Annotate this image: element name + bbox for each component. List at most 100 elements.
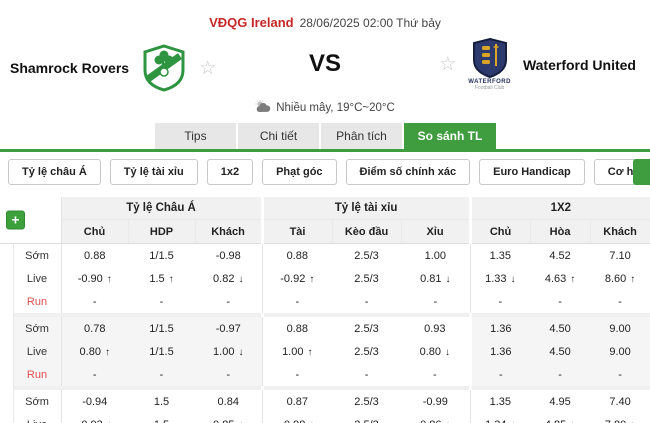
spacer-cell (0, 390, 14, 413)
spacer-cell (0, 386, 14, 390)
spacer-cell (0, 340, 14, 363)
odds-cell: 2.5/3 (332, 244, 401, 268)
tab-tips[interactable]: Tips (155, 123, 236, 149)
odds-cell: 4.50 (530, 340, 591, 363)
odds-value: 1/1.5 (149, 322, 174, 335)
trend-up-icon: ↑ (309, 273, 315, 285)
odds-value: - (558, 295, 562, 308)
filter-ty-le-tai-xiu[interactable]: Tỷ lệ tài xỉu (109, 159, 198, 185)
home-team-name: Shamrock Rovers (10, 60, 130, 76)
odds-cell: 9.00 (590, 340, 650, 363)
odds-row: Sớm 0.88 1/1.5 -0.98 0.88 2.5/3 1.00 1.35 4.52 7.… (0, 243, 650, 268)
row-label: Sớm (13, 317, 62, 340)
odds-group-header: Tỷ lệ Châu Á (61, 197, 263, 220)
filter-1x2[interactable]: 1x2 (206, 159, 254, 185)
cloudy-weather-icon (255, 99, 271, 112)
league-name: VĐQG Ireland (209, 15, 294, 30)
odds-value: 1.35 (489, 395, 511, 408)
spacer-cell (0, 243, 14, 267)
odds-cell: 4.50 (530, 317, 591, 340)
odds-value: 0.84 (217, 395, 239, 408)
odds-cell: - (401, 363, 470, 386)
tab-phan-tich[interactable]: Phân tích (321, 123, 402, 149)
tab-so-sanh-tl[interactable]: So sánh TL (404, 123, 496, 149)
odds-column-header: Khách (195, 219, 263, 244)
filter-euro-handicap[interactable]: Euro Handicap (479, 159, 585, 185)
separator-cell (530, 313, 591, 317)
odds-group-header: 1X2 (468, 197, 650, 220)
tab-chi-tiet[interactable]: Chi tiết (238, 123, 319, 149)
odds-value: 0.85 (213, 419, 234, 423)
kickoff-datetime: 28/06/2025 02:00 Thứ bảy (299, 16, 441, 30)
odds-cell: 1.00 ↑ (261, 340, 333, 363)
odds-cell: - (195, 290, 262, 313)
odds-value: -0.92 (280, 272, 306, 285)
trend-down-icon: ↓ (511, 420, 516, 423)
odds-cell: -0.98 ↑ (261, 413, 333, 423)
odds-cell: 2.5/3 (332, 340, 401, 363)
separator-cell (332, 313, 402, 317)
separator-cell (468, 313, 531, 317)
row-label: Sớm (13, 243, 62, 267)
trend-down-icon: ↓ (446, 420, 451, 423)
odds-value: 2.5/3 (354, 419, 378, 423)
odds-cell: -0.97 (195, 317, 263, 340)
filter-extra-button[interactable] (633, 159, 650, 185)
odds-cell: -0.92 ↑ (261, 267, 333, 290)
separator-cell (260, 313, 333, 317)
odds-cell: 1.00 (401, 244, 470, 268)
teams-row: VS Shamrock Rovers ☆ ☆ (0, 36, 650, 100)
odds-value: 0.86 (420, 419, 441, 423)
separator-cell (61, 313, 128, 317)
filter-phat-goc[interactable]: Phạt góc (262, 159, 337, 185)
odds-cell: 0.88 (261, 317, 333, 340)
away-logo-subcaption: Football Club (474, 85, 505, 91)
odds-value: - (433, 295, 438, 308)
odds-value: 4.85 (545, 419, 566, 423)
trend-up-icon: ↑ (630, 420, 635, 423)
odds-value: - (364, 295, 369, 308)
odds-cell: 2.5/3 (332, 413, 401, 423)
odds-cell: 0.81 ↓ (401, 267, 470, 290)
separator-cell (401, 313, 471, 317)
trend-up-icon: ↑ (570, 273, 576, 285)
row-label: Live (13, 267, 62, 290)
odds-cell: 0.93 (401, 317, 470, 340)
trend-down-icon: ↓ (570, 420, 575, 423)
table-corner: + (0, 197, 62, 244)
odds-cell: 7.80 ↑ (590, 413, 650, 423)
filter-diem-so-chinh-xac[interactable]: Điểm số chính xác (345, 159, 471, 185)
odds-cell: - (261, 363, 333, 386)
odds-cell: 0.87 (261, 390, 333, 413)
odds-value: 2.5/3 (354, 345, 379, 358)
odds-value: - (92, 295, 97, 308)
odds-cell: 1/1.5 (128, 340, 195, 363)
odds-value: - (159, 295, 164, 308)
odds-cell: 9.00 (590, 317, 650, 340)
odds-value: - (226, 368, 231, 381)
odds-value: -0.98 (280, 419, 305, 423)
odds-cell: - (530, 290, 590, 313)
odds-cell: 0.85 ↑ (195, 413, 262, 423)
filter-ty-le-chau-a[interactable]: Tỷ lệ châu Á (8, 159, 101, 185)
spacer-cell (0, 267, 14, 290)
add-odds-button[interactable]: + (6, 210, 25, 230)
group-header-row: + Tỷ lệ Châu Á Tỷ lệ tài xỉu 1X2 (0, 197, 650, 244)
odds-value: 1/1.5 (149, 345, 174, 358)
trend-up-icon: ↑ (104, 346, 110, 358)
separator-cell (468, 386, 531, 390)
home-favorite-star-icon[interactable]: ☆ (199, 57, 217, 79)
odds-cell: 7.40 (590, 390, 650, 413)
odds-value: 1.00 (282, 345, 304, 358)
odds-cell: 0.86 ↓ (401, 413, 470, 423)
odds-value: -0.93 (78, 419, 103, 423)
odds-value: 7.40 (609, 395, 631, 408)
odds-column-header: Xỉu (401, 219, 471, 244)
odds-cell: 0.88 (261, 243, 333, 267)
odds-value: -0.90 (77, 272, 103, 285)
block-separator (0, 313, 650, 317)
odds-cell: 0.84 (195, 390, 262, 413)
away-favorite-star-icon[interactable]: ☆ (439, 54, 457, 75)
separator-cell (13, 313, 61, 317)
odds-value: - (226, 295, 231, 308)
